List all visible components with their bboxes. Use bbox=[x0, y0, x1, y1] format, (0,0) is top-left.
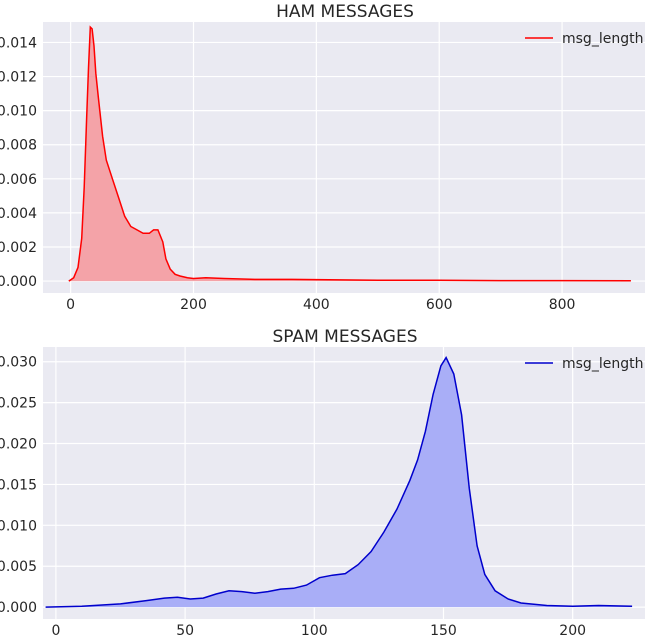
spam-y-tick-label: 0.015 bbox=[0, 477, 37, 493]
ham-legend: msg_length bbox=[525, 31, 643, 47]
spam-legend-label: msg_length bbox=[562, 356, 643, 372]
ham-chart: HAM MESSAGES 0.000 0.002 0.004 0.006 0.008 0.… bbox=[0, 2, 645, 313]
ham-chart-title: HAM MESSAGES bbox=[276, 2, 414, 22]
spam-y-tick-label: 0.020 bbox=[0, 437, 37, 453]
spam-x-tick-label: 50 bbox=[176, 623, 194, 635]
ham-x-tick-label: 200 bbox=[180, 297, 207, 313]
ham-x-tick-label: 600 bbox=[426, 297, 453, 313]
ham-x-tick-label: 800 bbox=[549, 297, 576, 313]
ham-y-tick-label: 0.000 bbox=[0, 274, 37, 290]
spam-x-tick-label: 0 bbox=[51, 623, 60, 635]
ham-x-tick-label: 400 bbox=[303, 297, 330, 313]
spam-x-tick-label: 100 bbox=[301, 623, 328, 635]
spam-x-tick-label: 150 bbox=[430, 623, 457, 635]
ham-y-tick-label: 0.014 bbox=[0, 35, 37, 51]
spam-y-tick-label: 0.010 bbox=[0, 518, 37, 534]
ham-y-tick-label: 0.004 bbox=[0, 206, 37, 222]
spam-y-tick-label: 0.030 bbox=[0, 355, 37, 371]
ham-y-tick-label: 0.012 bbox=[0, 70, 37, 86]
ham-y-tick-label: 0.008 bbox=[0, 138, 37, 154]
spam-chart-title: SPAM MESSAGES bbox=[273, 327, 418, 347]
spam-x-tick-label: 200 bbox=[559, 623, 586, 635]
spam-density-line bbox=[45, 356, 633, 608]
ham-y-tick-label: 0.010 bbox=[0, 104, 37, 120]
spam-y-tick-label: 0.005 bbox=[0, 559, 37, 575]
ham-density-fill bbox=[68, 27, 631, 282]
ham-y-tick-label: 0.002 bbox=[0, 240, 37, 256]
ham-x-tick-label: 0 bbox=[66, 297, 75, 313]
ham-legend-label: msg_length bbox=[562, 31, 643, 47]
ham-density-line bbox=[68, 25, 631, 282]
spam-y-tick-label: 0.000 bbox=[0, 600, 37, 616]
spam-y-tick-label: 0.025 bbox=[0, 396, 37, 412]
spam-chart: SPAM MESSAGES 0.000 0.005 0.010 0.015 0.020 0… bbox=[0, 327, 645, 635]
ham-y-tick-label: 0.006 bbox=[0, 172, 37, 188]
spam-legend: msg_length bbox=[525, 356, 643, 372]
